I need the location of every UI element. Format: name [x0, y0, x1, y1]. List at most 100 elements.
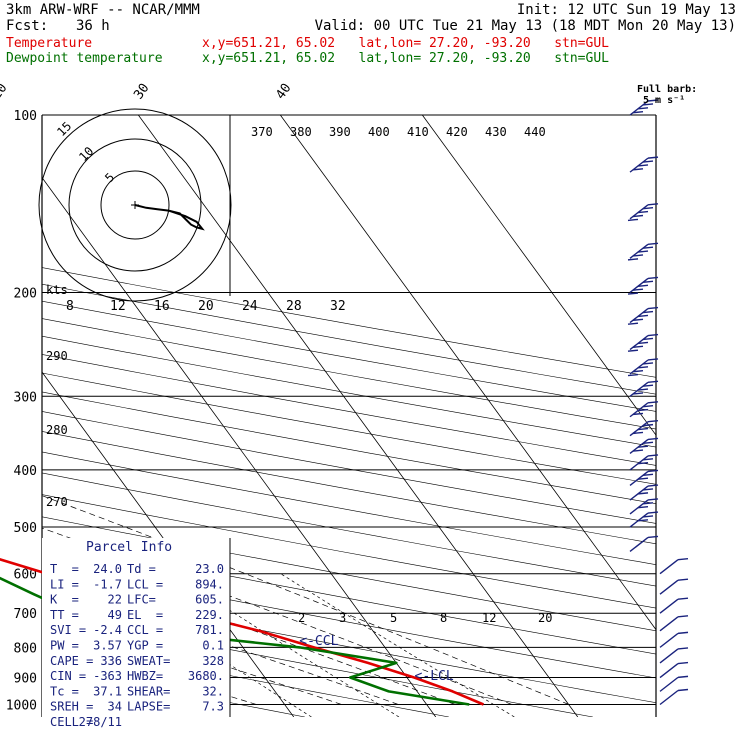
theta-e-label: 270 [46, 495, 68, 509]
parcel-value: 894. [195, 577, 224, 591]
moist-adiabat [42, 495, 569, 705]
parcel-key: CAPE = [50, 654, 93, 668]
theta-label: 400 [368, 125, 390, 139]
parcel-key: CELL = [50, 715, 93, 729]
wind-barb-flag [632, 345, 644, 348]
parcel-key: LCL = [127, 577, 163, 591]
parcel-key: Tc = [50, 684, 79, 698]
hodograph-speed-label: 28 [286, 299, 302, 314]
wind-barb-flag [677, 661, 689, 665]
temperature-tick-label: 40 [273, 81, 294, 102]
wind-barb-flag [677, 597, 689, 600]
wind-barb-flag [642, 384, 654, 387]
wind-barb-flag [632, 288, 644, 291]
wind-barb-flag [677, 578, 689, 581]
valid-time: Valid: 00 UTC Tue 21 May 13 (18 MDT Mon … [314, 18, 736, 34]
wind-barb-staff [659, 616, 679, 632]
wind-barb-flag [637, 341, 649, 345]
wind-barb-flag [637, 210, 649, 214]
dewpoint-legend: Dewpoint temperature [6, 51, 163, 66]
wind-barb-flag [627, 258, 639, 261]
level-marker: <-CCL [299, 634, 338, 649]
wind-barb-flag [647, 469, 659, 473]
barb-legend-title: Full barb: [637, 84, 697, 95]
pressure-tick-label: 300 [14, 390, 37, 405]
wind-barb-flag [677, 688, 689, 692]
parcel-value: 3680. [188, 669, 224, 683]
hodograph-speed-label: 8 [66, 299, 74, 314]
parcel-key: LI = [50, 577, 79, 591]
parcel-value: 781. [195, 623, 224, 637]
hodograph-ring-label: 15 [54, 119, 74, 139]
forecast-hour: 36 h [76, 18, 110, 34]
wind-barb-flag [647, 156, 659, 159]
hodograph-ring [100, 170, 170, 240]
parcel-key: PW = [50, 639, 79, 653]
wind-barb-flag [632, 392, 644, 395]
parcel-value: 278/11 [79, 715, 122, 729]
wind-barb-flag [647, 380, 659, 383]
parcel-info-panel: Parcel Info T = 24.0 Td = 23.0 LI = -1.7 LCL = 8… [42, 538, 231, 729]
wind-barb-flag [642, 473, 654, 477]
wind-barb-flag [627, 322, 639, 325]
temperature-profile [0, 558, 485, 706]
dry-adiabat [0, 115, 17, 717]
wind-barb-flag [677, 675, 689, 679]
dry-adiabat [42, 335, 656, 448]
wind-barb-flag [647, 358, 659, 361]
wind-barb-flag [642, 502, 654, 505]
hodograph-speed-label: 20 [198, 299, 214, 314]
wind-barb-flag [632, 168, 644, 171]
parcel-key: CIN = [50, 669, 86, 683]
hodograph-trace [134, 204, 205, 231]
wind-barb-flag [632, 449, 644, 452]
parcel-key: SVI = [50, 623, 86, 637]
wind-barb-flag [637, 492, 649, 495]
wind-barb-flag [647, 203, 659, 206]
pressure-tick-label: 800 [14, 641, 37, 656]
wind-barb-staff [659, 632, 679, 648]
parcel-key: TT = [50, 608, 79, 622]
pressure-tick-label: 900 [14, 672, 37, 687]
hodograph-ring-label: 10 [76, 144, 96, 164]
parcel-value: 229. [195, 608, 224, 622]
wind-barb-flag [677, 558, 689, 561]
parcel-value: 34 [108, 700, 122, 714]
wind-barb-flag [642, 160, 654, 163]
wind-barb-flag [632, 318, 644, 322]
wind-barb-staff [659, 689, 679, 706]
wind-barb-flag [647, 484, 659, 487]
parcel-value: 3.57 [93, 639, 122, 653]
isotherm [137, 115, 579, 717]
wind-barb-flag [642, 362, 654, 365]
theta-label: 440 [524, 125, 546, 139]
theta-label: 430 [485, 125, 507, 139]
wind-barb-flag [637, 506, 649, 509]
mixing-ratio-label: 20 [538, 611, 552, 625]
wind-barb-flag [647, 99, 659, 102]
model-title: 3km ARW-WRF -- NCAR/MMM [6, 2, 200, 18]
wind-barb-staff [659, 559, 679, 575]
dry-adiabat [42, 612, 593, 717]
parcel-key: SREH = [50, 700, 93, 714]
parcel-value: 328 [202, 654, 224, 668]
dry-adiabat [42, 587, 656, 704]
wind-barb-flag [642, 280, 654, 284]
wind-barb-flag [637, 388, 649, 391]
wind-barb-flag [637, 250, 649, 253]
pressure-tick-label: 1000 [6, 699, 37, 714]
wind-barb-flag [642, 337, 654, 341]
isobars: 100 200 300 400 500 600 700 800 900 1000 [6, 109, 657, 717]
parcel-key: CCL = [127, 623, 163, 637]
dry-adiabat [42, 472, 656, 587]
pressure-tick-label: 500 [14, 521, 37, 536]
wind-barb-flag [632, 214, 644, 218]
theta-e-label: 280 [46, 423, 68, 437]
parcel-value: 32. [202, 684, 224, 698]
wind-barb-staff [659, 598, 679, 614]
dry-adiabat [42, 318, 656, 430]
temperature-location: x,y=651.21, 65.02 lat,lon= 27.20, -93.20… [202, 36, 609, 51]
dry-adiabat [42, 267, 656, 378]
hodograph-speed-label: 12 [110, 299, 126, 314]
